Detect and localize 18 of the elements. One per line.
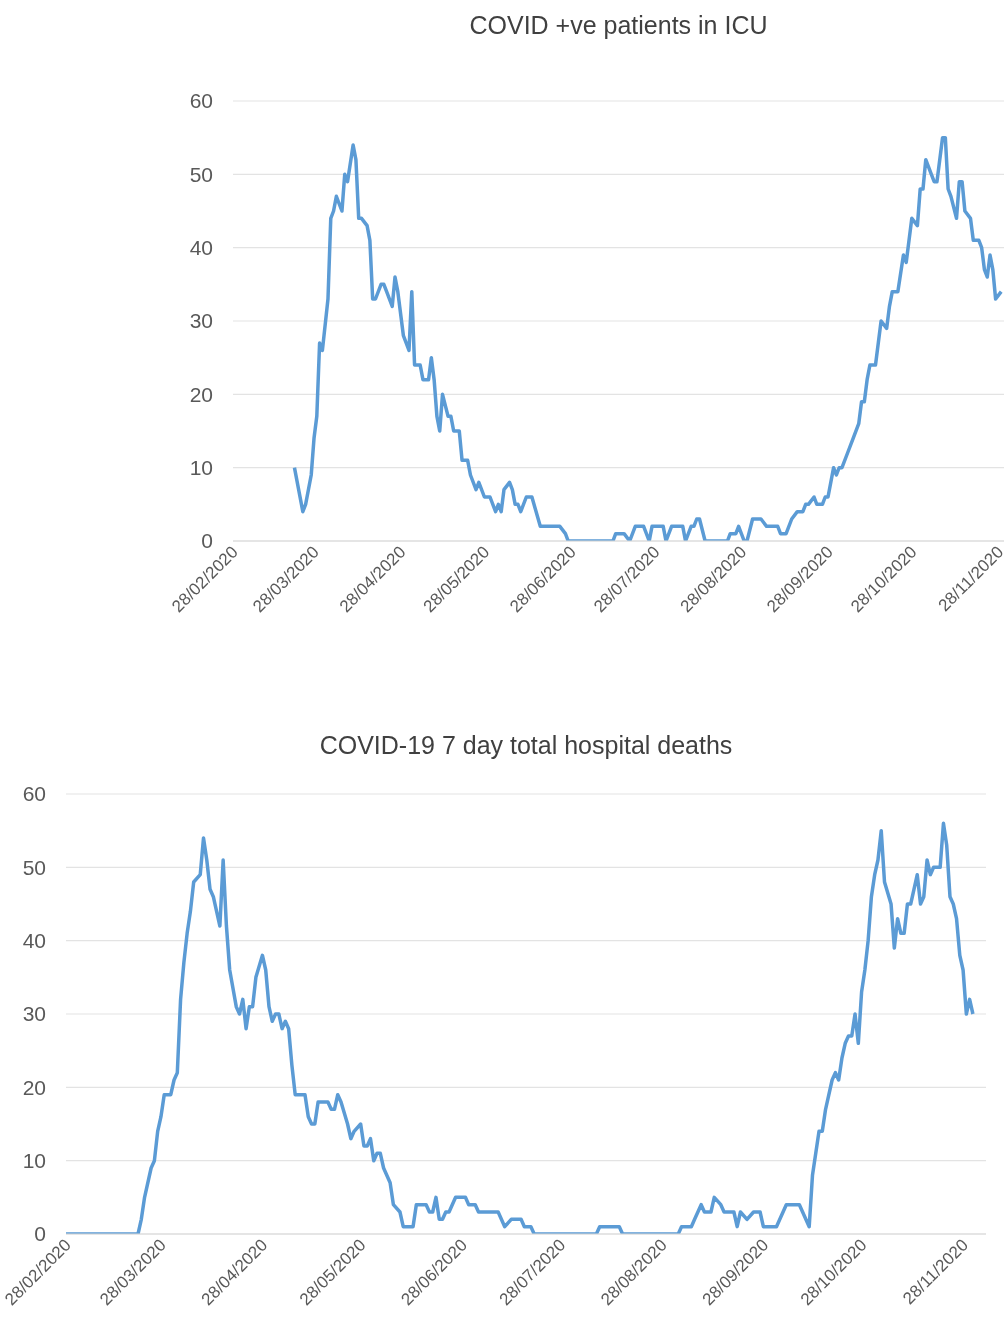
y-tick-label: 40 [189, 236, 213, 260]
y-tick-label: 30 [189, 309, 213, 333]
y-tick-label: 30 [22, 1002, 46, 1026]
y-tick-label: 0 [201, 529, 213, 553]
y-tick-label: 60 [22, 782, 46, 806]
y-tick-label: 10 [189, 456, 213, 480]
chart-title: COVID-19 7 day total hospital deaths [318, 730, 734, 761]
y-tick-label: 60 [189, 89, 213, 113]
y-tick-label: 20 [189, 382, 213, 406]
line-series [292, 135, 1003, 541]
y-tick-label: 20 [22, 1075, 46, 1099]
y-tick-label: 10 [22, 1149, 46, 1173]
y-tick-label: 50 [189, 162, 213, 186]
y-tick-label: 50 [22, 855, 46, 879]
chart-title: COVID +ve patients in ICU [468, 10, 769, 41]
line-series [66, 821, 975, 1234]
y-tick-label: 0 [34, 1222, 46, 1246]
y-tick-label: 40 [22, 929, 46, 953]
